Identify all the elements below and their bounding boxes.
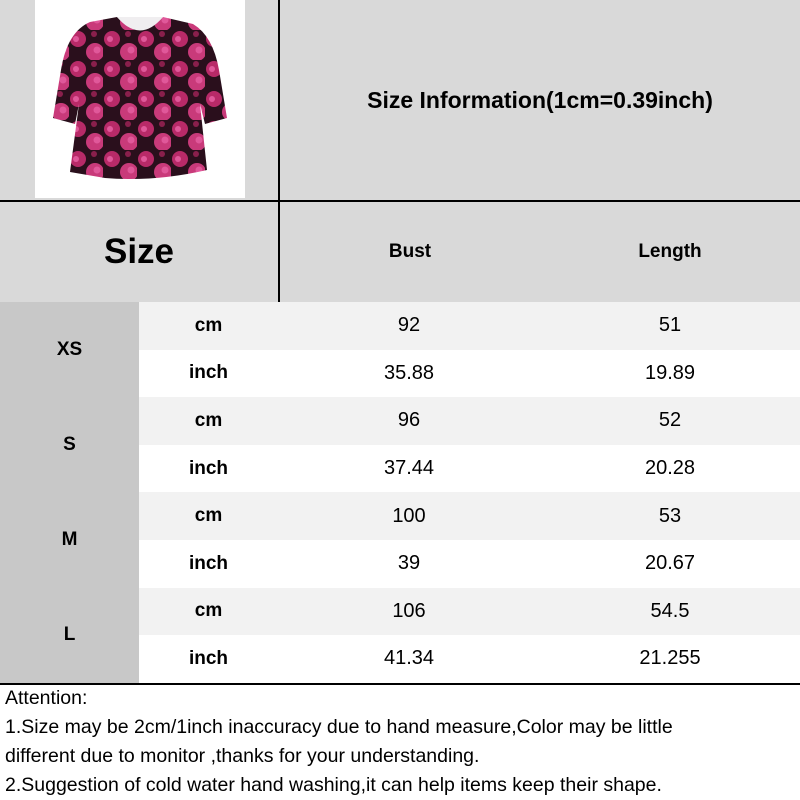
product-image-cell (0, 0, 280, 202)
length-value: 53 (658, 504, 682, 527)
bust-value: 39 (397, 552, 421, 575)
page-title: Size Information(1cm=0.39inch) (367, 86, 713, 113)
column-header-bust: Bust (278, 200, 542, 304)
bust-value-cell: 39 (278, 540, 542, 590)
unit-cell: inch (139, 349, 280, 400)
unit-cell: cm (139, 302, 280, 352)
column-header-label: Length (638, 241, 702, 262)
bust-value: 35.88 (383, 361, 435, 384)
unit-label: cm (194, 314, 223, 336)
column-header-length: Length (540, 200, 800, 304)
length-value-cell: 53 (540, 492, 800, 542)
size-label: L (63, 624, 76, 646)
length-value-cell: 52 (540, 397, 800, 447)
unit-cell: inch (139, 635, 280, 685)
unit-cell: cm (139, 397, 280, 447)
bust-value-cell: 37.44 (278, 444, 542, 495)
unit-label: cm (194, 505, 223, 527)
unit-label: inch (188, 457, 229, 479)
length-value: 52 (658, 409, 682, 432)
bust-value-cell: 41.34 (278, 635, 542, 685)
size-label: S (63, 433, 76, 455)
size-label: M (61, 528, 78, 550)
length-value: 54.5 (650, 599, 690, 622)
attention-line: different due to monitor ,thanks for you… (5, 745, 480, 767)
unit-label: inch (188, 552, 229, 574)
size-label-xs: XS (0, 302, 141, 400)
bust-value-cell: 106 (278, 587, 542, 638)
bust-value-cell: 92 (278, 302, 542, 352)
unit-label: cm (194, 600, 223, 622)
length-value-cell: 54.5 (540, 587, 800, 638)
column-header-label: Bust (388, 241, 432, 262)
attention-heading: Attention: (5, 687, 88, 709)
unit-cell: cm (139, 492, 280, 542)
bust-value-cell: 35.88 (278, 349, 542, 400)
attention-line: 2.Suggestion of cold water hand washing,… (5, 774, 662, 796)
bust-value: 100 (392, 504, 426, 527)
size-label: XS (56, 338, 83, 360)
unit-cell: inch (139, 444, 280, 495)
length-value-cell: 21.255 (540, 635, 800, 685)
bust-value-cell: 96 (278, 397, 542, 447)
length-value: 20.67 (644, 552, 696, 575)
length-value-cell: 20.67 (540, 540, 800, 590)
title-cell: Size Information(1cm=0.39inch) (278, 0, 800, 202)
bust-value: 106 (392, 599, 426, 622)
bust-value-cell: 100 (278, 492, 542, 542)
size-header: Size (0, 200, 280, 304)
length-value: 19.89 (644, 361, 696, 384)
product-image (35, 0, 245, 198)
unit-cell: inch (139, 540, 280, 590)
attention-notes: Attention: 1.Size may be 2cm/1inch inacc… (5, 684, 800, 800)
unit-label: inch (188, 647, 229, 669)
size-label-m: M (0, 492, 141, 590)
bust-value: 37.44 (383, 457, 435, 480)
size-label-l: L (0, 587, 141, 685)
length-value-cell: 51 (540, 302, 800, 352)
unit-cell: cm (139, 587, 280, 638)
unit-label: inch (188, 362, 229, 384)
length-value-cell: 20.28 (540, 444, 800, 495)
bust-value: 41.34 (383, 647, 435, 670)
unit-label: cm (194, 409, 223, 431)
bust-value: 92 (397, 314, 421, 337)
length-value-cell: 19.89 (540, 349, 800, 400)
size-label-s: S (0, 397, 141, 495)
length-value: 20.28 (644, 457, 696, 480)
attention-line: 1.Size may be 2cm/1inch inaccuracy due t… (5, 716, 673, 738)
bust-value: 96 (397, 409, 421, 432)
length-value: 51 (658, 314, 682, 337)
length-value: 21.255 (639, 647, 701, 670)
size-header-label: Size (103, 232, 175, 271)
